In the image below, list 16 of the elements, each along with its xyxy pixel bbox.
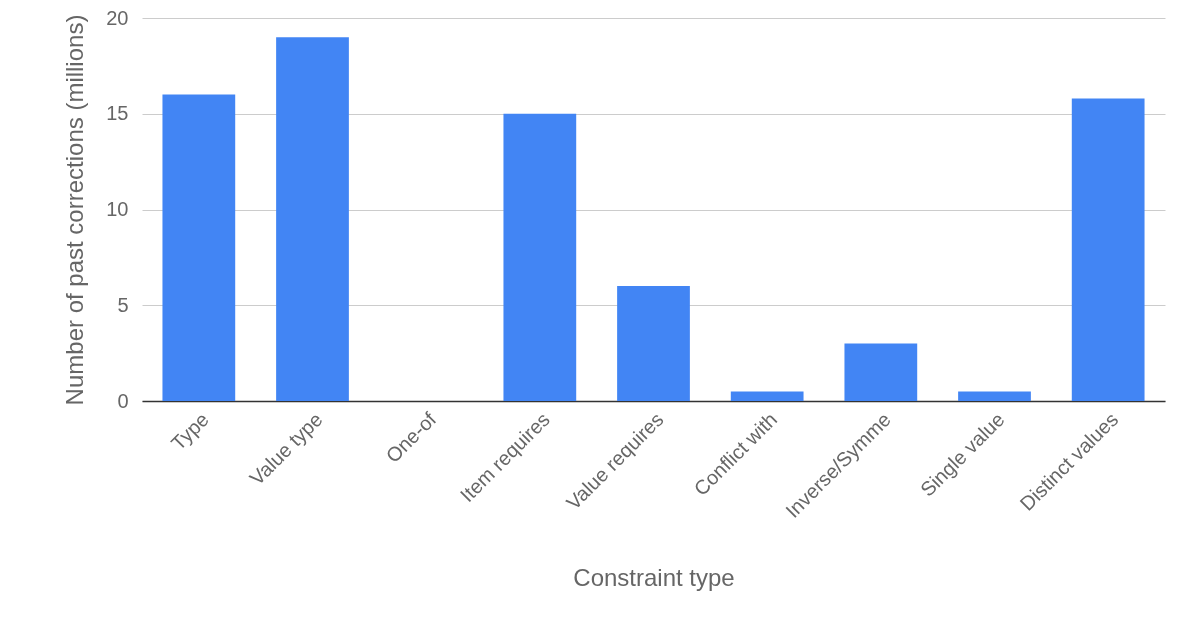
y-tick-label: 0 xyxy=(117,389,129,412)
y-tick-label: 15 xyxy=(106,102,129,125)
bar xyxy=(617,286,690,401)
bar xyxy=(162,94,236,401)
x-tick-label: Type xyxy=(166,408,213,455)
x-axis-title: Constraint type xyxy=(573,563,735,591)
bar xyxy=(1071,98,1145,401)
y-axis-title: Number of past corrections (millions) xyxy=(61,14,89,406)
y-tick-label: 5 xyxy=(117,293,129,316)
y-tick-label: 10 xyxy=(106,198,129,220)
bar xyxy=(276,37,349,401)
bar xyxy=(503,113,577,401)
y-tick-label: 20 xyxy=(106,6,129,29)
bar xyxy=(958,391,1031,401)
bar xyxy=(844,343,918,401)
bar xyxy=(730,391,804,401)
